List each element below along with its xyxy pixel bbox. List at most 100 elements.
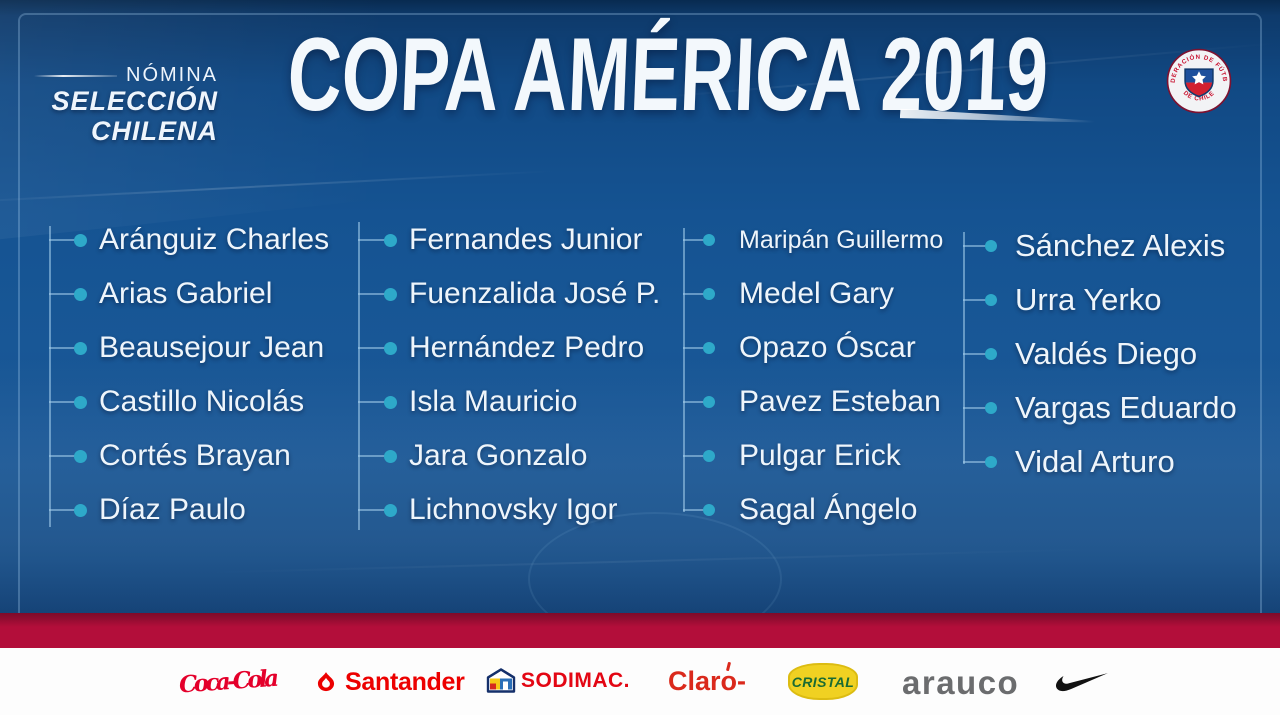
player-row: Fuenzalida José P. [358, 267, 660, 321]
santander-logo: Santander [314, 668, 465, 697]
player-name: Medel Gary [739, 277, 895, 310]
player-row: Sagal Ángelo [683, 483, 943, 537]
federation-crest: FEDERACIÓN DE FÚTBOL DE CHILE [1163, 43, 1232, 114]
nike-logo [1054, 672, 1108, 693]
tick-line [49, 455, 75, 457]
claro-logo: Claro- [668, 661, 747, 697]
player-row: Lichnovsky Igor [358, 483, 660, 537]
player-row: Beausejour Jean [49, 321, 329, 375]
tick-line [963, 299, 986, 301]
player-name: Aránguiz Charles [99, 223, 330, 256]
bullet-dot [703, 504, 715, 516]
player-name: Isla Mauricio [409, 385, 578, 418]
roster-column: Fernandes Junior Fuenzalida José P. Hernán… [358, 213, 660, 537]
connector-line [358, 222, 360, 530]
player-row: Sánchez Alexis [963, 219, 1237, 273]
brand-kicker-row: NÓMINA [34, 64, 218, 87]
player-name: Valdés Diego [1015, 336, 1198, 371]
player-name: Jara Gonzalo [409, 439, 588, 472]
player-name: Pavez Esteban [739, 385, 941, 418]
tick-line [963, 407, 986, 409]
player-name: Vidal Arturo [1015, 444, 1175, 479]
bullet-dot [74, 395, 87, 409]
bullet-dot [703, 396, 715, 408]
player-name: Díaz Paulo [99, 493, 246, 526]
bullet-dot [985, 240, 997, 252]
player-row: Hernández Pedro [358, 321, 660, 375]
player-row: Maripán Guillermo [683, 213, 943, 267]
roster-column: Sánchez Alexis Urra Yerko Valdés Diego Varg… [963, 219, 1237, 489]
player-row: Vidal Arturo [963, 435, 1237, 489]
brand-kicker: NÓMINA [126, 64, 218, 86]
crest-icon: FEDERACIÓN DE FÚTBOL DE CHILE [1163, 43, 1232, 114]
brand-title-line1: SELECCIÓN [51, 86, 218, 116]
player-name: Arias Gabriel [99, 277, 273, 310]
player-row: Castillo Nicolás [49, 375, 329, 429]
bullet-dot [703, 288, 715, 300]
player-name: Vargas Eduardo [1015, 390, 1237, 425]
bullet-dot [74, 287, 87, 301]
tick-line [683, 239, 704, 241]
player-name: Urra Yerko [1015, 282, 1162, 317]
tick-line [49, 347, 75, 349]
tick-line [683, 509, 704, 511]
connector-line [683, 228, 685, 512]
bullet-dot [384, 503, 397, 517]
tick-line [683, 455, 704, 457]
tick-line [358, 509, 385, 511]
player-row: Vargas Eduardo [963, 381, 1237, 435]
bullet-dot [74, 341, 87, 355]
sodimac-logo: SODIMAC. [486, 667, 630, 694]
coca-cola-text: Coca-Cola [178, 665, 280, 699]
roster-column: Maripán Guillermo Medel Gary Opazo Óscar Pa… [683, 213, 943, 537]
coca-cola-wordmark: Coca-Cola [178, 665, 280, 699]
bullet-dot [384, 233, 397, 247]
player-name: Fuenzalida José P. [409, 277, 661, 310]
player-row: Pulgar Erick [683, 429, 943, 483]
tick-line [358, 293, 385, 295]
player-name: Fernandes Junior [409, 223, 643, 256]
bullet-dot [74, 503, 87, 517]
cristal-text: CRISTAL [791, 673, 855, 690]
player-row: Medel Gary [683, 267, 943, 321]
bullet-dot [703, 234, 715, 246]
claro-text: Claro- [668, 666, 747, 696]
red-stripe [0, 613, 1280, 648]
kicker-line [34, 74, 117, 77]
player-name: Opazo Óscar [739, 331, 916, 364]
player-row: Díaz Paulo [49, 483, 329, 537]
connector-line [963, 232, 965, 464]
coca-cola-logo: Coca-Cola [178, 660, 282, 702]
player-name: Beausejour Jean [99, 331, 325, 364]
player-name: Castillo Nicolás [99, 385, 305, 418]
bullet-dot [74, 233, 87, 247]
tick-line [49, 239, 75, 241]
arauco-logo: arauco [902, 664, 1019, 702]
tick-line [358, 239, 385, 241]
player-name: Maripán Guillermo [739, 225, 944, 254]
nike-swoosh-icon [1055, 673, 1108, 692]
tick-line [358, 401, 385, 403]
bullet-dot [985, 348, 997, 360]
tick-line [683, 347, 704, 349]
santander-text: Santander [345, 668, 465, 696]
bullet-dot [384, 449, 397, 463]
tick-line [49, 401, 75, 403]
bullet-dot [384, 395, 397, 409]
player-name: Lichnovsky Igor [409, 493, 618, 526]
brand-title-line2: CHILENA [91, 115, 218, 146]
player-row: Cortés Brayan [49, 429, 329, 483]
player-name: Sagal Ángelo [739, 493, 918, 526]
tick-line [683, 293, 704, 295]
sodimac-text: SODIMAC. [521, 668, 630, 692]
player-row: Arias Gabriel [49, 267, 329, 321]
bullet-dot [985, 294, 997, 306]
tick-line [963, 461, 986, 463]
star-icon [1192, 71, 1206, 85]
player-name: Hernández Pedro [409, 331, 645, 364]
bullet-dot [703, 450, 715, 462]
bullet-dot [384, 341, 397, 355]
roster-column: Aránguiz Charles Arias Gabriel Beausejour … [49, 213, 329, 537]
